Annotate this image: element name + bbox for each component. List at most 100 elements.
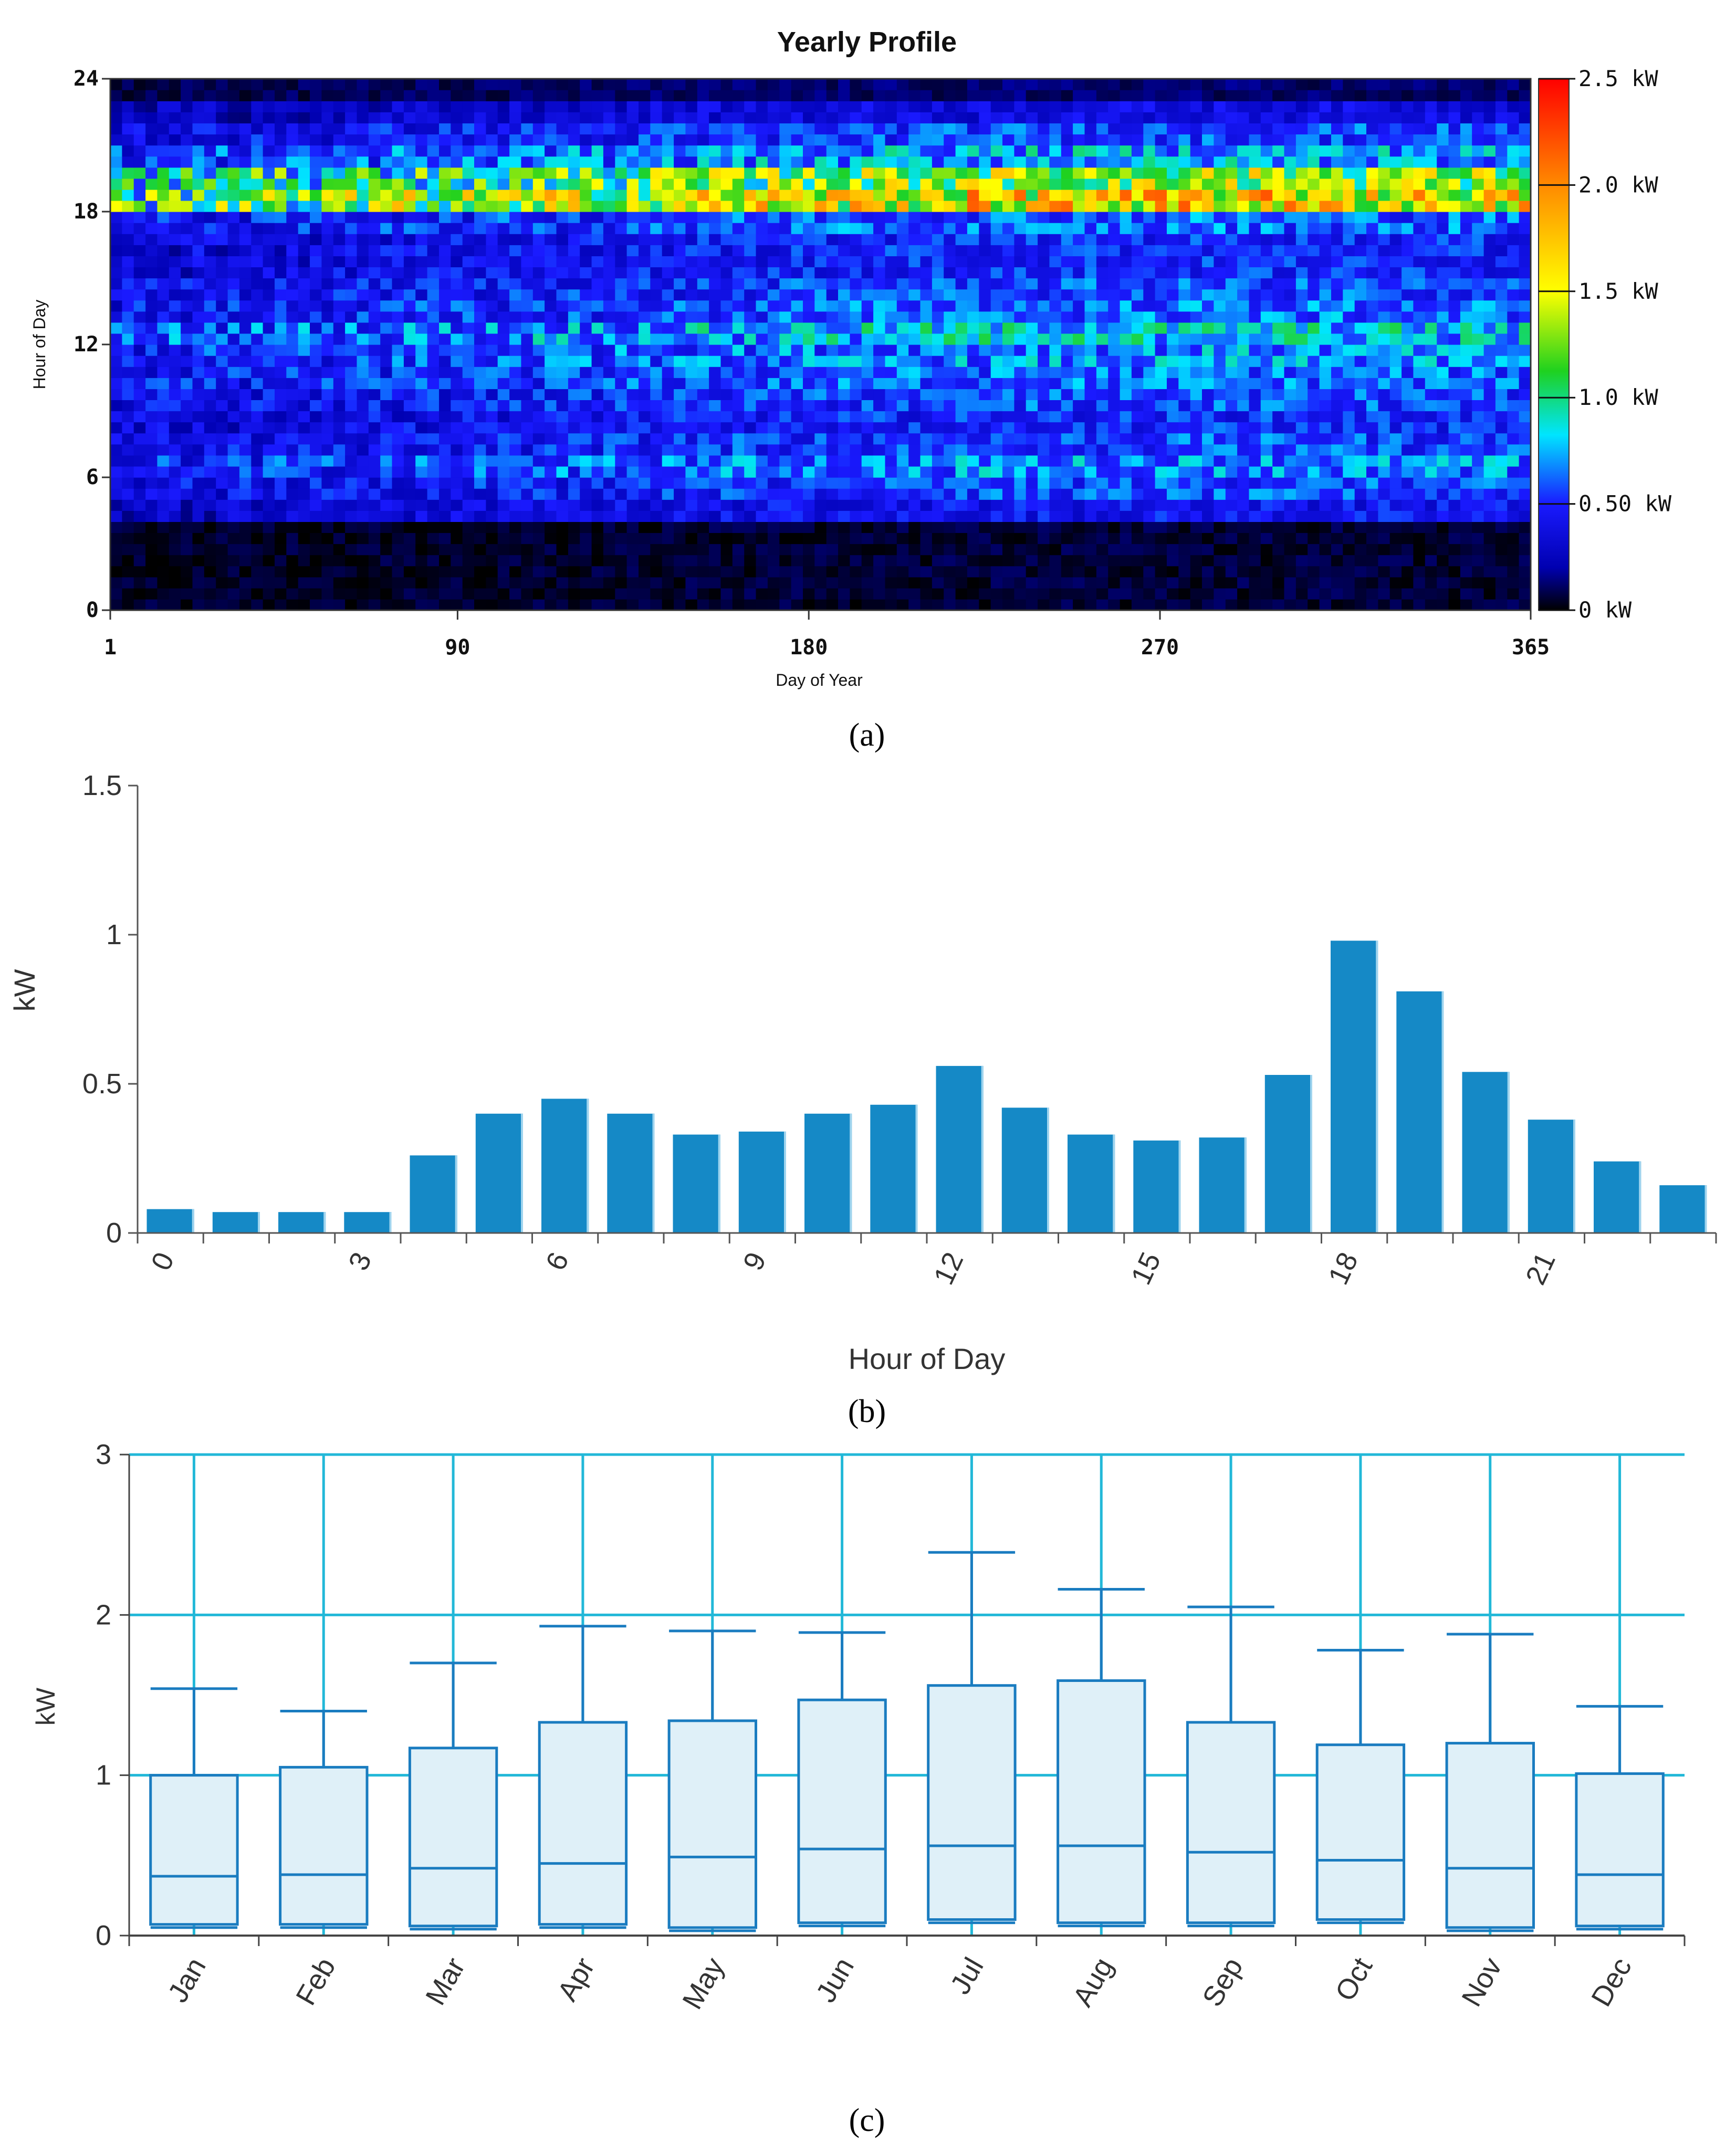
heatmap-cell xyxy=(451,278,463,290)
heatmap-cell xyxy=(1284,555,1296,567)
heatmap-cell xyxy=(580,599,592,611)
heatmap-cell xyxy=(626,400,639,412)
heatmap-cell xyxy=(674,367,686,378)
heatmap-cell xyxy=(1249,234,1261,245)
heatmap-cell xyxy=(286,178,299,190)
heatmap-cell xyxy=(626,212,639,223)
heatmap-cell xyxy=(1295,499,1308,511)
heatmap-cell xyxy=(779,300,792,312)
heatmap-cell xyxy=(1308,245,1320,256)
heatmap-cell xyxy=(1308,333,1320,345)
heatmap-cell xyxy=(204,245,216,256)
heatmap-cell xyxy=(615,278,628,290)
heatmap-cell xyxy=(1260,588,1273,600)
heatmap-cell xyxy=(896,444,909,456)
heatmap-cell xyxy=(427,322,440,334)
heatmap-cell xyxy=(462,200,475,212)
heatmap-cell xyxy=(896,212,909,223)
heatmap-cell xyxy=(1237,300,1250,312)
heatmap-cell xyxy=(439,411,451,423)
heatmap-cell xyxy=(1108,499,1121,511)
heatmap-cell xyxy=(474,477,486,489)
heatmap-cell xyxy=(803,577,815,589)
heatmap-cell xyxy=(1413,356,1426,367)
heatmap-cell xyxy=(1378,344,1390,356)
heatmap-cell xyxy=(122,245,134,256)
heatmap-cell xyxy=(181,555,193,567)
heatmap-cell xyxy=(1120,577,1132,589)
heatmap-cell xyxy=(1425,344,1437,356)
heatmap-cell xyxy=(990,344,1003,356)
heatmap-cell xyxy=(521,178,534,190)
heatmap-cell xyxy=(955,577,968,589)
heatmap-cell xyxy=(1413,245,1426,256)
heatmap-cell xyxy=(1143,555,1156,567)
heatmap-cell xyxy=(1038,322,1050,334)
heatmap-cell xyxy=(685,411,698,423)
heatmap-cell xyxy=(1272,466,1285,478)
heatmap-cell xyxy=(1308,400,1320,412)
heatmap-cell xyxy=(920,322,933,334)
heatmap-cell xyxy=(1178,543,1191,556)
heatmap-cell xyxy=(181,189,193,201)
heatmap-cell xyxy=(861,543,874,556)
heatmap-cell xyxy=(509,543,522,556)
heatmap-cell xyxy=(1460,344,1472,356)
heatmap-cell xyxy=(1472,422,1484,434)
heatmap-cell xyxy=(932,212,944,223)
heatmap-cell xyxy=(497,234,510,245)
heatmap-cell xyxy=(380,543,393,556)
heatmap-cell xyxy=(1519,167,1531,179)
heatmap-cell xyxy=(181,245,193,256)
heatmap-cell xyxy=(1413,378,1426,389)
heatmap-cell xyxy=(556,555,569,567)
heatmap-cell xyxy=(310,577,322,589)
heatmap-cell xyxy=(1389,389,1402,400)
heatmap-cell xyxy=(192,477,205,489)
heatmap-cell xyxy=(920,178,933,190)
heatmap-cell xyxy=(803,256,815,267)
heatmap-cell xyxy=(521,289,534,301)
heatmap-cell xyxy=(427,411,440,423)
heatmap-cell xyxy=(1143,389,1156,400)
heatmap-cell xyxy=(157,577,170,589)
heatmap-cell xyxy=(1483,510,1496,522)
heatmap-cell xyxy=(545,178,557,190)
heatmap-cell xyxy=(462,378,475,389)
heatmap-cell xyxy=(920,400,933,412)
heatmap-cell xyxy=(1319,223,1332,234)
heatmap-cell xyxy=(1061,455,1073,467)
heatmap-cell xyxy=(1178,499,1191,511)
heatmap-cell xyxy=(1167,543,1179,556)
heatmap-cell xyxy=(720,333,733,345)
heatmap-cell xyxy=(697,510,709,522)
heatmap-cell xyxy=(1402,444,1414,456)
heatmap-cell xyxy=(1472,543,1484,556)
heatmap-cell xyxy=(157,156,170,168)
heatmap-cell xyxy=(1507,422,1520,434)
heatmap-cell xyxy=(380,433,393,445)
heatmap-cell xyxy=(803,400,815,412)
heatmap-cell xyxy=(1038,499,1050,511)
heatmap-cell xyxy=(626,200,639,212)
heatmap-cell xyxy=(169,532,181,545)
heatmap-cell xyxy=(1413,588,1426,600)
heatmap-cell xyxy=(838,444,850,456)
heatmap-cell xyxy=(1049,189,1062,201)
heatmap-cell xyxy=(1437,356,1449,367)
heatmap-cell xyxy=(767,223,780,234)
heatmap-cell xyxy=(169,588,181,600)
heatmap-cell xyxy=(1026,223,1038,234)
heatmap-cell xyxy=(357,400,369,412)
heatmap-cell xyxy=(286,477,299,489)
heatmap-cell xyxy=(556,532,569,545)
heatmap-cell xyxy=(709,333,721,345)
heatmap-cell xyxy=(1026,566,1038,578)
heatmap-cell xyxy=(1507,389,1520,400)
heatmap-cell xyxy=(1214,178,1226,190)
heatmap-cell xyxy=(321,577,334,589)
heatmap-cell xyxy=(486,212,498,223)
heatmap-cell xyxy=(826,344,839,356)
heatmap-cell xyxy=(732,466,745,478)
heatmap-cell xyxy=(1038,433,1050,445)
